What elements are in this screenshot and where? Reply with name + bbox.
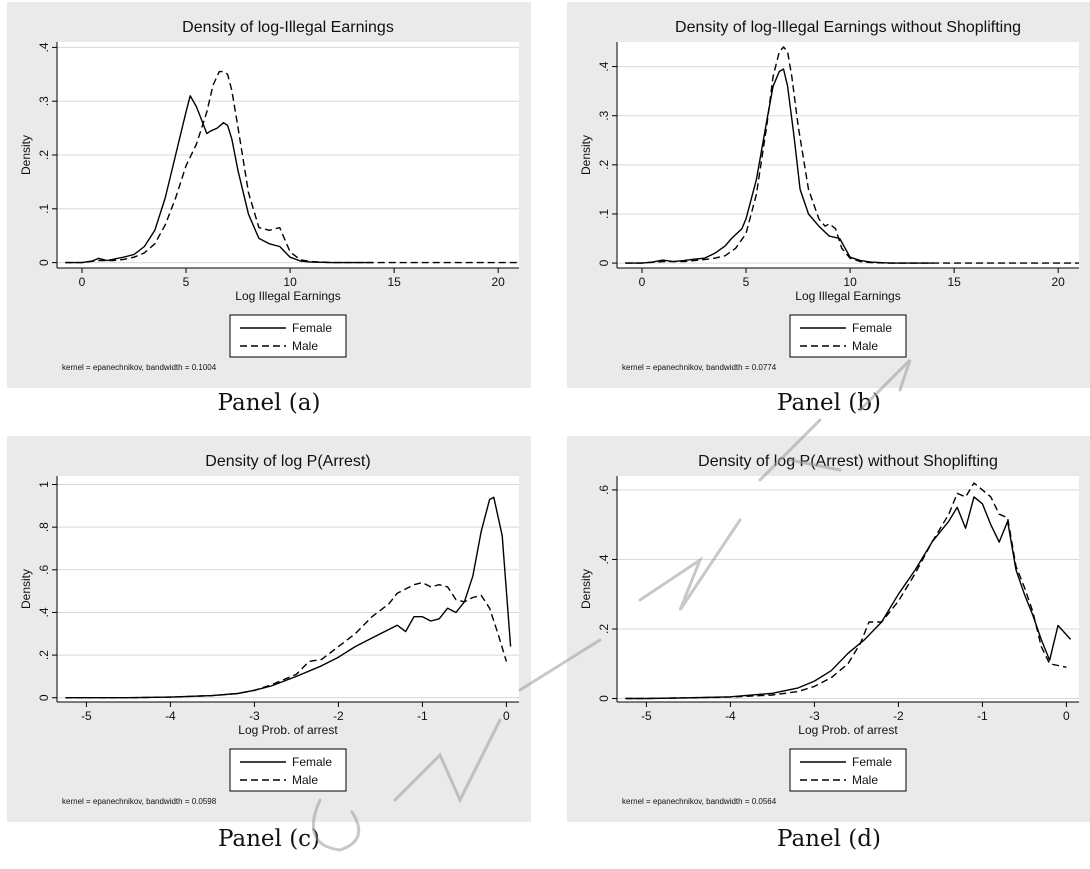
x-tick-label: 10 — [843, 275, 857, 289]
legend-label: Male — [852, 773, 878, 787]
plot-area — [617, 476, 1079, 702]
x-tick-label: 20 — [1052, 275, 1066, 289]
y-axis-label: Density — [19, 135, 33, 175]
x-tick-label: -4 — [725, 709, 736, 723]
x-tick-label: 0 — [79, 275, 86, 289]
x-tick-label: 0 — [639, 275, 646, 289]
y-tick-label: .4 — [597, 554, 611, 564]
x-tick-label: -1 — [977, 709, 988, 723]
x-tick-label: -3 — [249, 709, 260, 723]
y-tick-label: .2 — [37, 150, 51, 160]
y-tick-label: .3 — [37, 96, 51, 106]
legend-label: Female — [292, 755, 332, 769]
x-tick-label: -1 — [417, 709, 428, 723]
x-tick-label: 5 — [743, 275, 750, 289]
y-axis-label: Density — [579, 135, 593, 175]
panel-caption: Panel (b) — [777, 390, 881, 416]
y-axis-label: Density — [579, 569, 593, 609]
x-tick-label: -5 — [81, 709, 92, 723]
x-tick-label: 15 — [947, 275, 961, 289]
y-tick-label: .2 — [597, 624, 611, 634]
y-tick-label: 0 — [37, 694, 51, 701]
series-line-female — [625, 68, 934, 264]
legend-label: Female — [852, 755, 892, 769]
kernel-note: kernel = epanechnikov, bandwidth = 0.077… — [622, 363, 777, 372]
x-tick-label: -2 — [333, 709, 344, 723]
panel-caption: Panel (c) — [217, 826, 321, 852]
x-axis-label: Log Prob. of arrest — [798, 723, 898, 737]
chart-title: Density of log P(Arrest) without Shoplif… — [698, 453, 998, 470]
series-line-male — [65, 581, 508, 699]
y-tick-label: .4 — [37, 42, 51, 52]
chart-title: Density of log P(Arrest) — [205, 453, 370, 470]
legend-label: Female — [852, 321, 892, 335]
x-tick-label: 15 — [387, 275, 401, 289]
chart-title: Density of log-Illegal Earnings without … — [675, 19, 1021, 36]
panel-caption: Panel (a) — [217, 390, 321, 416]
x-tick-label: -4 — [165, 709, 176, 723]
series-line-female — [65, 496, 512, 699]
legend-box — [789, 748, 907, 792]
y-tick-label: .3 — [597, 110, 611, 120]
legend-label: Male — [852, 339, 878, 353]
kernel-note: kernel = epanechnikov, bandwidth = 0.100… — [62, 363, 217, 372]
x-axis-label: Log Illegal Earnings — [235, 289, 340, 303]
kernel-note: kernel = epanechnikov, bandwidth = 0.059… — [62, 797, 217, 806]
series-line-male — [65, 70, 519, 264]
series-line-male — [625, 46, 1079, 264]
legend-box — [229, 748, 347, 792]
series-line-female — [625, 496, 1072, 700]
y-tick-label: .2 — [597, 159, 611, 169]
y-tick-label: .4 — [37, 607, 51, 617]
panel-caption: Panel (d) — [777, 826, 881, 852]
legend-box — [789, 314, 907, 358]
y-tick-label: 0 — [597, 695, 611, 702]
chart-c-svg: 0 .2 .4 .6 .8 1 -5 -4 -3 -2 -1 0 Density of log P(Ar… — [19, 453, 519, 806]
series-line-female — [65, 95, 374, 264]
y-tick-label: 1 — [37, 481, 51, 488]
x-tick-label: 0 — [1063, 709, 1070, 723]
y-tick-label: 0 — [597, 259, 611, 266]
legend-label: Male — [292, 339, 318, 353]
chart-title: Density of log-Illegal Earnings — [182, 19, 394, 36]
x-axis-label: Log Illegal Earnings — [795, 289, 900, 303]
x-tick-label: 0 — [503, 709, 510, 723]
y-tick-label: 0 — [37, 259, 51, 266]
x-tick-label: -2 — [893, 709, 904, 723]
chart-a-svg: 0 .1 .2 .3 .4 0 5 10 15 20 Density of log-Illegal … — [19, 19, 519, 372]
chart-b-svg: 0 .1 .2 .3 .4 0 5 10 15 20 Density of log-Illegal … — [579, 19, 1079, 372]
y-tick-label: .8 — [37, 522, 51, 532]
y-tick-label: .1 — [37, 203, 51, 213]
x-tick-label: 5 — [183, 275, 190, 289]
plot-area — [617, 42, 1079, 268]
x-tick-label: 20 — [492, 275, 506, 289]
chart-d-svg: 0 .2 .4 .6 -5 -4 -3 -2 -1 0 Density of log P(Arres… — [579, 453, 1079, 806]
kernel-note: kernel = epanechnikov, bandwidth = 0.056… — [622, 797, 777, 806]
plot-area — [57, 476, 519, 702]
series-line-male — [625, 482, 1067, 700]
y-axis-label: Density — [19, 569, 33, 609]
x-tick-label: -5 — [641, 709, 652, 723]
y-tick-label: .2 — [37, 650, 51, 660]
legend-label: Male — [292, 773, 318, 787]
y-tick-label: .6 — [37, 564, 51, 574]
y-tick-label: .6 — [597, 485, 611, 495]
x-tick-label: -3 — [809, 709, 820, 723]
y-tick-label: .4 — [597, 61, 611, 71]
x-axis-label: Log Prob. of arrest — [238, 723, 338, 737]
y-tick-label: .1 — [597, 209, 611, 219]
x-tick-label: 10 — [283, 275, 297, 289]
legend-label: Female — [292, 321, 332, 335]
legend-box — [229, 314, 347, 358]
